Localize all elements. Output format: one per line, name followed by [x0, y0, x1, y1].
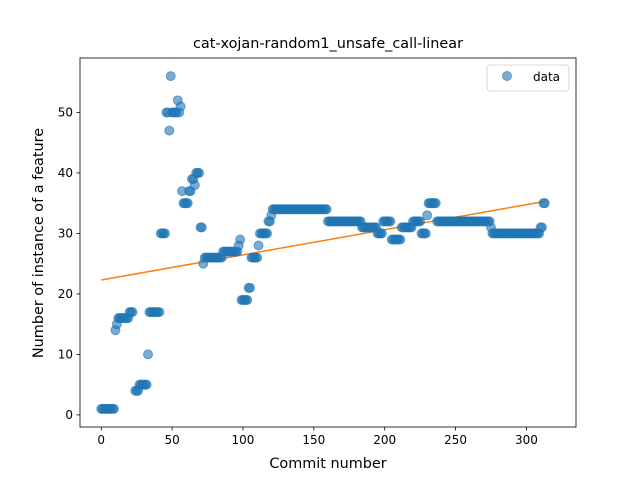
data-point [109, 403, 120, 414]
x-axis-label: Commit number [269, 456, 386, 472]
data-point [127, 307, 138, 318]
data-point [420, 228, 431, 239]
y-tick-label: 50 [58, 105, 73, 119]
data-point [160, 228, 171, 239]
data-point [235, 234, 246, 245]
data-point [143, 349, 154, 360]
fit-line [101, 200, 545, 281]
data-point [321, 204, 332, 215]
x-tick-label: 150 [302, 433, 325, 447]
y-tick-label: 40 [58, 166, 73, 180]
data-point [182, 198, 193, 209]
points-layer [96, 71, 550, 414]
x-tick-label: 50 [164, 433, 179, 447]
data-point [536, 222, 547, 233]
data-point [253, 240, 264, 251]
data-point [262, 228, 273, 239]
data-point [196, 222, 207, 233]
data-point [165, 71, 176, 82]
data-point [376, 228, 387, 239]
data-point [395, 234, 406, 245]
data-point [189, 180, 200, 191]
x-tick-label: 200 [373, 433, 396, 447]
data-point [422, 210, 433, 221]
data-point [245, 282, 256, 293]
legend-marker-data [502, 71, 512, 81]
y-tick-label: 20 [58, 287, 73, 301]
data-point [415, 216, 426, 227]
data-point [194, 167, 205, 178]
fit-layer [101, 200, 545, 281]
data-point [242, 294, 253, 305]
x-tick-label: 0 [97, 433, 105, 447]
y-tick-label: 30 [58, 226, 73, 240]
data-point [164, 125, 175, 136]
data-point [175, 101, 186, 112]
data-point [154, 307, 165, 318]
x-tick-label: 300 [515, 433, 538, 447]
data-point [385, 216, 396, 227]
x-tick-label: 100 [232, 433, 255, 447]
chart-title: cat-xojan-random1_unsafe_call-linear [193, 36, 463, 52]
y-axis-label: Number of instance of a feature [31, 128, 47, 358]
data-point [539, 198, 550, 209]
axes-frame [79, 57, 577, 428]
x-tick-label: 250 [444, 433, 467, 447]
data-point [252, 252, 263, 263]
data-point [430, 198, 441, 209]
y-tick-label: 0 [65, 408, 73, 422]
y-ticks: 0 10 20 30 40 50 [58, 105, 80, 422]
x-ticks: 0 50 100 150 200 250 300 [97, 427, 538, 447]
legend: data [486, 64, 570, 92]
data-point [141, 379, 152, 390]
y-tick-label: 10 [58, 347, 73, 361]
legend-label-data: data [533, 70, 560, 84]
